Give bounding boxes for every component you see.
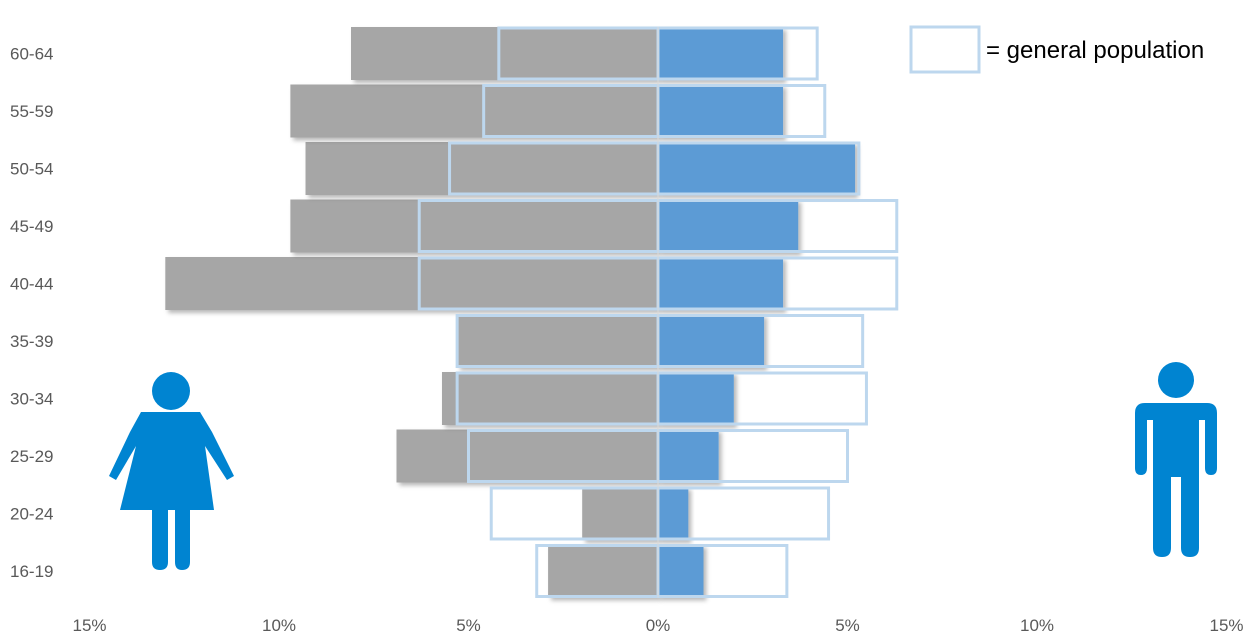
bar-right (658, 314, 765, 368)
y-tick-label: 40-44 (10, 275, 53, 294)
bar-right (658, 27, 784, 80)
bar-left (548, 544, 658, 598)
bar-left (582, 487, 658, 540)
bar-right (658, 544, 704, 598)
bar-left (290, 84, 658, 138)
x-tick-label: 15% (72, 616, 106, 635)
x-tick-label: 5% (456, 616, 481, 635)
y-tick-label: 50-54 (10, 160, 53, 179)
bar-right (658, 257, 784, 310)
x-tick-label: 10% (1020, 616, 1054, 635)
y-tick-label: 25-29 (10, 447, 53, 466)
legend-swatch (909, 25, 981, 74)
y-tick-label: 60-64 (10, 45, 53, 64)
bar-left (351, 27, 658, 80)
bar-right (658, 372, 734, 425)
x-tick-label: 15% (1209, 616, 1243, 635)
bar-left (165, 257, 659, 310)
x-tick-label: 5% (835, 616, 860, 635)
bar-left (290, 199, 658, 253)
x-tick-label: 10% (262, 616, 296, 635)
x-axis-labels: 15% 10% 5% 0% 5% 10% 15% (72, 616, 1243, 635)
bar-right (658, 84, 784, 138)
bar-right (658, 487, 689, 540)
bar-right (658, 142, 856, 195)
x-tick-label: 0% (646, 616, 671, 635)
bars-layer (165, 27, 856, 598)
legend: = general population (909, 25, 1204, 74)
bar-left (441, 372, 658, 425)
y-tick-label: 20-24 (10, 505, 53, 524)
y-tick-label: 35-39 (10, 332, 53, 351)
bar-right (658, 199, 799, 253)
legend-label: = general population (986, 37, 1204, 64)
y-tick-label: 45-49 (10, 217, 53, 236)
bar-left (305, 142, 658, 195)
male-figure-icon (1135, 362, 1217, 557)
y-tick-label: 55-59 (10, 102, 53, 121)
y-tick-label: 30-34 (10, 390, 53, 409)
bar-left (396, 429, 658, 483)
y-axis-labels: 16-19 20-24 25-29 30-34 35-39 40-44 45-49 50-54… (10, 45, 53, 582)
female-figure-icon (109, 372, 234, 570)
y-tick-label: 16-19 (10, 562, 53, 581)
bar-left (457, 314, 658, 368)
bar-right (658, 429, 719, 483)
